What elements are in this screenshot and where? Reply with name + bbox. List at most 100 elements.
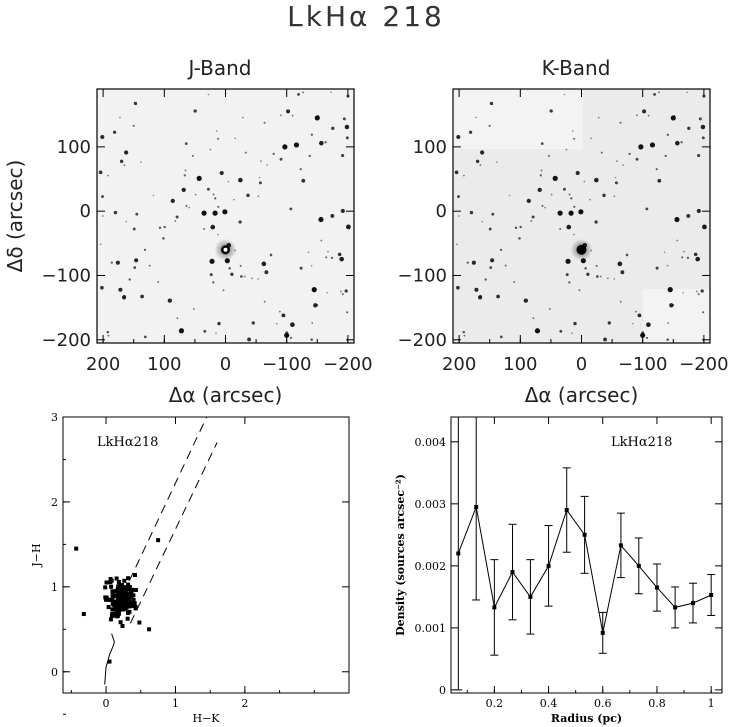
star [636,114,638,117]
bright-star [557,210,563,216]
color-color-panel: 0 1 2 0 1 2 3 H−K J−H LkHα218 [30,411,350,725]
bright-star [568,210,574,216]
star [135,212,139,216]
k-band-panel: 200 100 0 −100 −200 100 0 −100 −200 K-Band Δα (arc… [398,56,729,407]
source-point [125,585,130,590]
star [496,294,500,299]
star [456,134,461,140]
star [289,336,293,340]
source-point [81,612,86,617]
star [658,91,660,94]
source-point [127,585,132,590]
star [530,220,533,222]
star [175,215,179,219]
star [310,338,313,341]
star [325,256,328,259]
star [695,256,700,262]
bright-star [314,115,320,121]
source-point [126,582,131,587]
star [185,204,188,207]
star [222,289,225,292]
source-point [131,593,136,598]
star [243,275,246,278]
star [207,93,210,96]
star [697,153,701,158]
star [568,281,571,284]
star [573,321,577,326]
bright-star [196,175,202,181]
star [488,124,491,127]
star [264,270,269,275]
star [184,142,188,146]
star [550,193,553,196]
density-point [510,570,515,575]
star [119,116,121,119]
bright-star [178,328,185,334]
star [158,226,162,230]
source-point [156,538,161,543]
star [330,213,335,218]
y-tick-label: −100 [398,265,447,286]
bright-star [580,258,586,264]
star [537,187,542,193]
star [513,281,516,283]
star [457,195,460,198]
star [559,329,563,333]
source-point [121,596,125,601]
star [162,237,165,240]
star [571,332,573,334]
star [565,148,568,151]
bright-star [282,144,288,150]
plot-frame [62,416,350,694]
star [340,208,345,214]
star [316,304,319,307]
y-tick-label: 0.002 [415,560,447,573]
star [625,253,629,257]
star [140,161,142,163]
x-axis-label: Radius (pc) [551,712,622,725]
star [341,153,345,158]
star [686,213,691,218]
star [653,92,656,96]
star [174,220,177,222]
star [170,198,175,204]
star [297,92,300,96]
source-point [107,659,112,664]
star [613,278,616,280]
bright-star [293,142,300,148]
bright-star [638,144,644,150]
source-point [137,620,142,625]
density-point [636,563,641,568]
star [107,174,109,177]
star [251,321,255,325]
star [217,137,220,140]
x-tick-label: 200 [442,354,476,375]
star [132,124,135,127]
star [637,313,642,318]
star [183,174,186,177]
source-point [128,595,132,600]
bright-star [201,210,207,216]
star [310,264,313,267]
star [480,150,485,155]
star [666,338,669,341]
star [272,152,275,155]
density-point [456,551,461,556]
panel-annotation: LkHα218 [611,435,672,450]
star [490,258,495,263]
star [119,159,124,164]
density-point [474,504,479,509]
star [326,291,328,294]
star [559,227,562,230]
star [112,130,117,134]
reddening-vector [129,442,218,624]
star [607,321,611,325]
star [489,101,494,106]
star [157,281,160,283]
source-point [118,589,123,593]
density-point [564,508,569,513]
star [324,141,327,144]
star [133,266,137,269]
star [163,225,166,229]
